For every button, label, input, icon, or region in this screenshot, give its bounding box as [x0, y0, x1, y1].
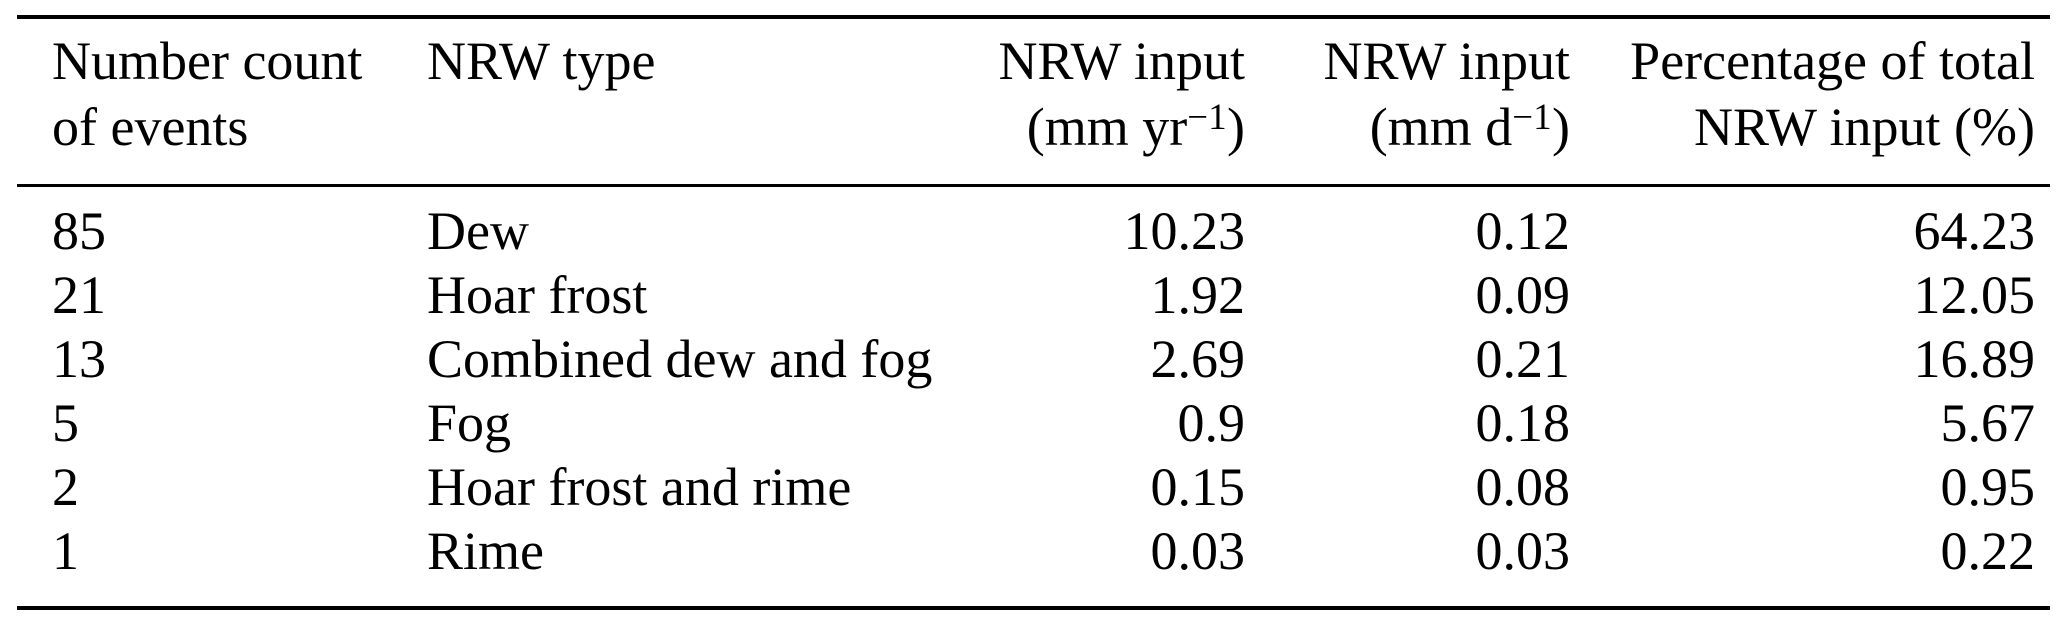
header-line1: NRW input: [1323, 31, 1570, 91]
cell-input-per-year: 1.92: [1150, 265, 1246, 325]
cell-input-per-year: 2.69: [1150, 329, 1246, 389]
cell-nrw-type: Fog: [427, 393, 512, 453]
cell-event-count: 13: [52, 329, 106, 389]
cell-nrw-type: Dew: [427, 201, 529, 261]
cell-input-per-day: 0.09: [1475, 265, 1571, 325]
header-line1: NRW input: [998, 31, 1245, 91]
cell-event-count: 21: [52, 265, 106, 325]
header-line1: Number count: [52, 31, 363, 91]
header-line1: NRW type: [427, 31, 656, 91]
cell-percentage: 64.23: [1913, 201, 2036, 261]
cell-nrw-type: Hoar frost: [427, 265, 648, 325]
cell-percentage: 12.05: [1913, 265, 2036, 325]
cell-event-count: 85: [52, 201, 106, 261]
table-row: 5 Fog 0.9 0.18 5.67: [17, 391, 2050, 455]
cell-input-per-day: 0.18: [1475, 393, 1571, 453]
header-number-count-of-events: Number count of events: [17, 17, 427, 186]
header-unit-line: (mm d−1): [1245, 94, 1570, 160]
superscript-exponent: −1: [1512, 95, 1553, 137]
table-row: 85 Dew 10.23 0.12 64.23: [17, 186, 2050, 264]
unit-close-paren: ): [1227, 97, 1245, 157]
unit-close-paren: ): [1552, 97, 1570, 157]
table-row: 2 Hoar frost and rime 0.15 0.08 0.95: [17, 455, 2050, 519]
header-line2: of events: [52, 97, 249, 157]
cell-input-per-year: 0.15: [1150, 457, 1246, 517]
superscript-exponent: −1: [1187, 95, 1228, 137]
table-row: 13 Combined dew and fog 2.69 0.21 16.89: [17, 327, 2050, 391]
cell-percentage: 16.89: [1913, 329, 2036, 389]
cell-nrw-type: Rime: [427, 521, 544, 581]
header-percentage-of-total: Percentage of total NRW input (%): [1570, 17, 2050, 186]
cell-nrw-type: Combined dew and fog: [427, 329, 933, 389]
nrw-events-table: Number count of events NRW type NRW inpu…: [17, 15, 2050, 610]
cell-input-per-day: 0.08: [1475, 457, 1571, 517]
header-nrw-input-per-year: NRW input (mm yr−1): [950, 17, 1245, 186]
cell-input-per-day: 0.03: [1475, 521, 1571, 581]
cell-input-per-year: 0.03: [1150, 521, 1246, 581]
header-unit-line: (mm yr−1): [950, 94, 1245, 160]
cell-percentage: 0.95: [1940, 457, 2036, 517]
table-body: 85 Dew 10.23 0.12 64.23 21 Hoar frost 1.…: [17, 186, 2050, 609]
table-row: 21 Hoar frost 1.92 0.09 12.05: [17, 263, 2050, 327]
header-nrw-input-per-day: NRW input (mm d−1): [1245, 17, 1570, 186]
cell-event-count: 5: [52, 393, 79, 453]
header-line2: NRW input (%): [1694, 97, 2035, 157]
unit-text: (mm d: [1369, 97, 1513, 157]
cell-input-per-year: 10.23: [1123, 201, 1246, 261]
unit-text: (mm yr: [1026, 97, 1188, 157]
cell-input-per-day: 0.12: [1475, 201, 1571, 261]
cell-input-per-year: 0.9: [1177, 393, 1246, 453]
header-line1: Percentage of total: [1630, 31, 2035, 91]
table-header: Number count of events NRW type NRW inpu…: [17, 17, 2050, 186]
cell-nrw-type: Hoar frost and rime: [427, 457, 852, 517]
header-row: Number count of events NRW type NRW inpu…: [17, 17, 2050, 186]
cell-percentage: 5.67: [1940, 393, 2036, 453]
cell-event-count: 1: [52, 521, 79, 581]
header-nrw-type: NRW type: [427, 17, 950, 186]
cell-percentage: 0.22: [1940, 521, 2036, 581]
cell-input-per-day: 0.21: [1475, 329, 1571, 389]
cell-event-count: 2: [52, 457, 79, 517]
table-row: 1 Rime 0.03 0.03 0.22: [17, 519, 2050, 608]
paper-table-figure: Number count of events NRW type NRW inpu…: [17, 15, 2050, 610]
